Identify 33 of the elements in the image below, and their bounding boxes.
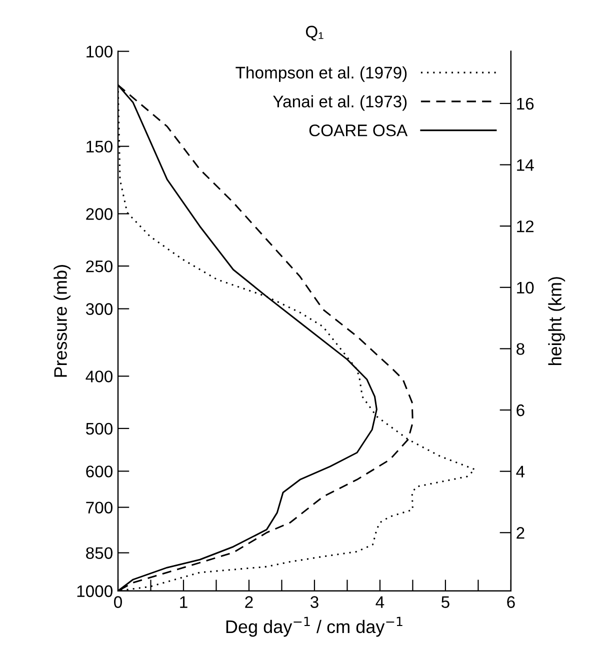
x-tick-label: 5 <box>441 596 450 608</box>
y-tick-label: 250 <box>86 260 112 272</box>
y-tick-label: 600 <box>86 466 112 478</box>
x-tick-label: 1 <box>180 596 188 608</box>
y-axis-title: Pressure (mb) <box>54 265 71 377</box>
y-tick-label: 700 <box>86 502 112 514</box>
y2-tick-label: 14 <box>517 159 534 171</box>
y2-tick-label: 2 <box>516 527 524 539</box>
y2-tick-label: 12 <box>517 220 534 232</box>
y-tick-label: 100 <box>86 46 112 58</box>
x-tick-label: 3 <box>310 596 318 608</box>
legend-label: COARE OSA <box>309 124 408 136</box>
y-tick-label: 300 <box>86 303 112 315</box>
x-tick-label: 0 <box>114 596 122 608</box>
y-tick-label: 850 <box>86 547 112 560</box>
y-tick-label: 200 <box>86 208 112 220</box>
legend-label: Thompson et al. (1979) <box>236 66 407 82</box>
x-tick-label: 2 <box>245 596 253 608</box>
chart-title: Q₁ <box>306 26 324 41</box>
legend-label: Yanai et al. (1973) <box>273 95 407 111</box>
x-tick-label: 4 <box>376 596 384 608</box>
y2-tick-label: 6 <box>516 404 524 416</box>
y-tick-label: 400 <box>86 370 112 382</box>
x-tick-label: 6 <box>507 596 515 608</box>
y2-tick-label: 8 <box>516 343 524 355</box>
y2-tick-label: 4 <box>516 466 525 478</box>
x-axis-title: Deg day$^{−1}$ / cm day$^{−1}$ <box>226 616 402 637</box>
y2-tick-label: 16 <box>517 98 534 110</box>
y-tick-label: 150 <box>86 140 112 153</box>
y2-tick-label: 10 <box>517 282 534 294</box>
y-tick-label: 500 <box>86 422 112 435</box>
y2-axis-title: height (km) <box>548 277 566 365</box>
y-tick-label: 1000 <box>77 585 112 598</box>
